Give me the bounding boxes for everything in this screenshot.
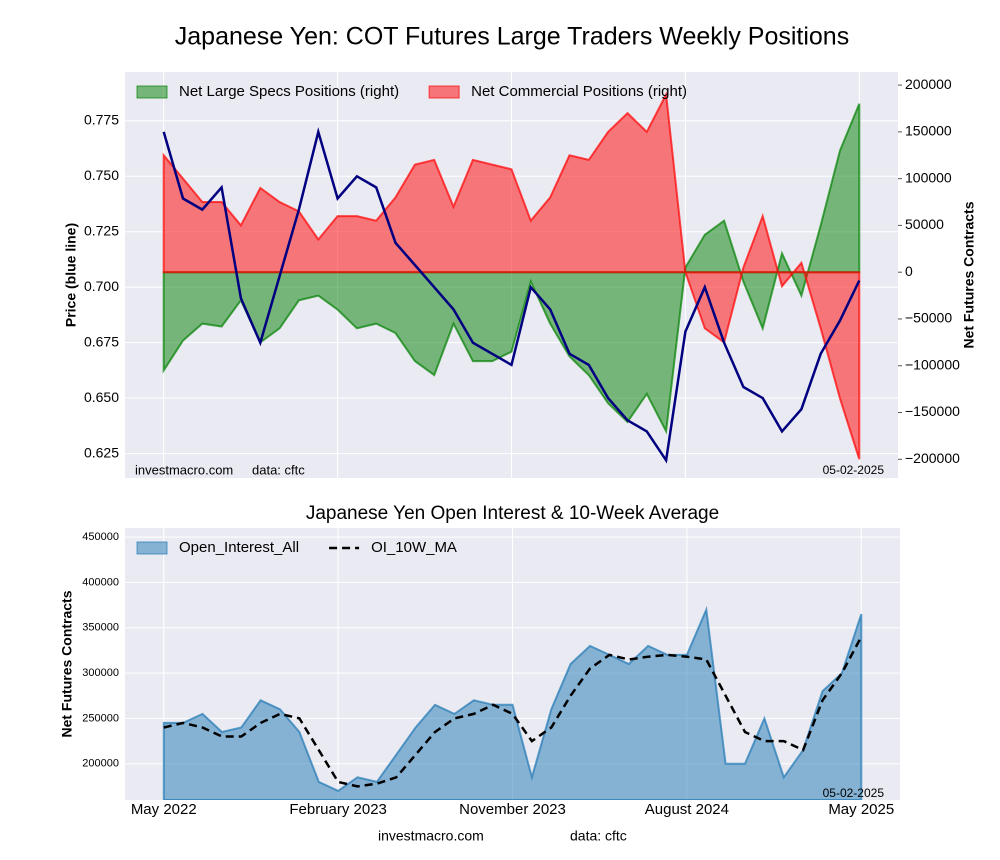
y2-tick-label: 0: [905, 263, 913, 279]
area: [162, 91, 861, 460]
y-tick-label: 400000: [82, 576, 119, 588]
y-tick-label: 200000: [82, 758, 119, 770]
y2-tick-label: 150000: [905, 123, 952, 139]
legend-label: Open_Interest_All: [179, 539, 299, 556]
y-tick-label: 0.775: [84, 112, 119, 128]
legend-label: OI_10W_MA: [371, 539, 457, 556]
y-tick-label: 0.725: [84, 222, 119, 238]
y2-tick-label: −200000: [905, 450, 960, 466]
y-tick-label: 0.675: [84, 333, 119, 349]
y2-tick-label: −50000: [905, 310, 952, 326]
y-tick-label: 0.700: [84, 278, 119, 294]
y-axis-label: Net Futures Contracts: [59, 590, 75, 737]
legend-swatch: [136, 85, 168, 99]
x-tick-label: May 2025: [828, 801, 894, 818]
y-axis-label: Price (blue line): [63, 223, 79, 327]
y-tick-label: 0.650: [84, 389, 119, 405]
series-layer: [162, 605, 863, 800]
x-tick-label: May 2022: [131, 801, 197, 818]
legend-label: Net Large Specs Positions (right): [179, 83, 399, 100]
annotation: 05-02-2025: [823, 463, 885, 477]
y2-axis-label: Net Futures Contracts: [961, 201, 977, 348]
y2-tick-label: −150000: [905, 403, 960, 419]
line: [163, 636, 863, 788]
y2-tick-label: 200000: [905, 76, 952, 92]
annotation: data: cftc: [570, 828, 627, 844]
series-layer: [162, 91, 861, 464]
y2-tick-label: 50000: [905, 216, 944, 232]
x-tick-label: November 2023: [459, 801, 566, 818]
legend-swatch: [428, 85, 460, 99]
line: [162, 127, 861, 464]
annotation: investmacro.com: [378, 828, 484, 844]
y-tick-label: 300000: [82, 667, 119, 679]
y-tick-label: 450000: [82, 531, 119, 543]
legend-label: Net Commercial Positions (right): [471, 83, 687, 100]
y-tick-label: 0.750: [84, 167, 119, 183]
x-tick-label: February 2023: [289, 801, 387, 818]
annotation: data: cftc: [252, 462, 305, 477]
y-tick-label: 350000: [82, 622, 119, 634]
chart-title: Japanese Yen Open Interest & 10-Week Ave…: [306, 503, 719, 524]
y2-tick-label: 100000: [905, 169, 952, 185]
annotation: 05-02-2025: [823, 786, 885, 800]
y-tick-label: 250000: [82, 712, 119, 724]
y-tick-label: 0.625: [84, 444, 119, 460]
figure-title: Japanese Yen: COT Futures Large Traders …: [175, 23, 849, 51]
legend-swatch: [136, 541, 168, 555]
annotation: investmacro.com: [135, 462, 233, 477]
x-tick-label: August 2024: [645, 801, 729, 818]
y2-tick-label: −100000: [905, 356, 960, 372]
